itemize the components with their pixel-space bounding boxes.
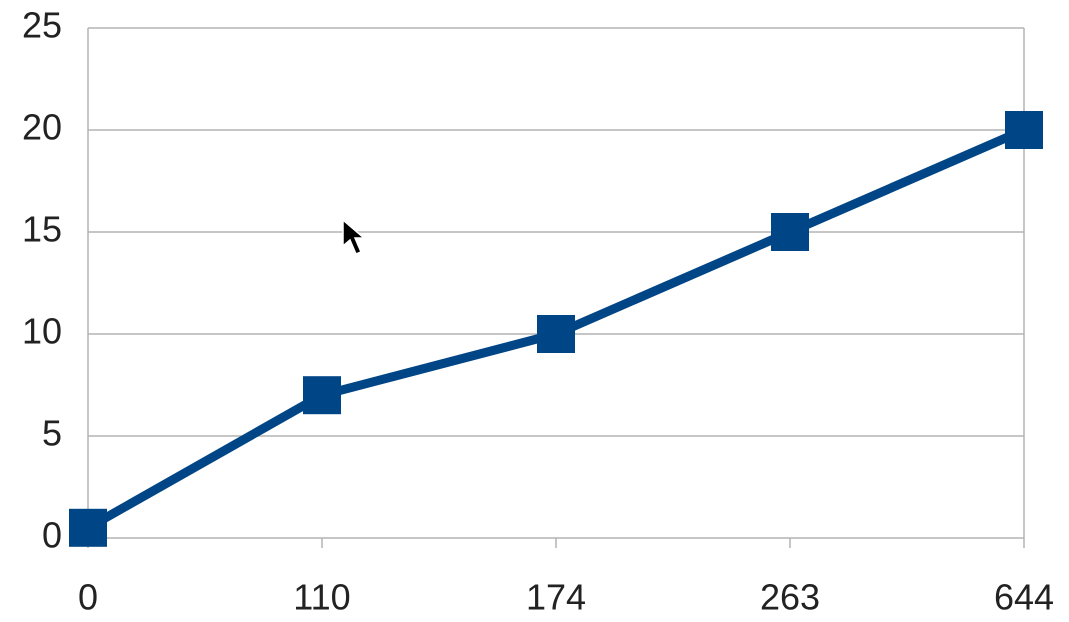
x-tick-label: 110	[293, 577, 350, 618]
x-tick-label: 263	[760, 577, 820, 618]
x-tick-label: 644	[994, 577, 1054, 618]
y-tick-label: 15	[22, 209, 62, 250]
x-tick-label: 0	[78, 577, 98, 618]
data-point	[1005, 111, 1043, 149]
mouse-cursor	[342, 218, 367, 255]
data-point	[537, 315, 575, 353]
x-tick-label: 174	[526, 577, 586, 618]
data-point	[771, 213, 809, 251]
y-tick-label: 5	[42, 413, 62, 454]
y-tick-label: 0	[42, 515, 62, 556]
y-tick-label: 25	[22, 5, 62, 46]
data-point	[303, 376, 341, 415]
data-point	[69, 508, 107, 547]
y-tick-label: 20	[22, 107, 62, 148]
y-tick-label: 10	[22, 311, 62, 352]
